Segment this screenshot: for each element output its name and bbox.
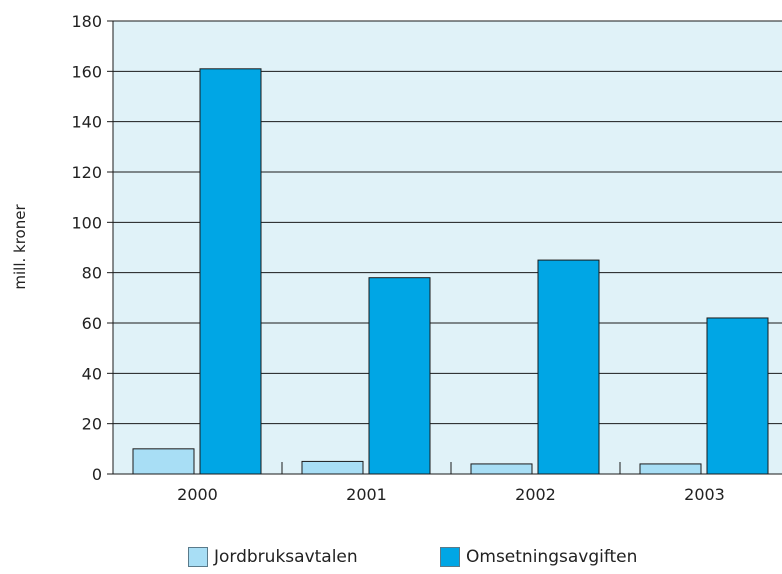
y-tick-label: 180 (71, 12, 102, 31)
legend-item-jordbruksavtalen: Jordbruksavtalen (188, 547, 358, 567)
bar-omsetningsavgiften-2001 (368, 277, 431, 475)
bar-omsetningsavgiften-2000 (199, 68, 262, 475)
bar-jordbruksavtalen-2002 (470, 463, 533, 475)
legend-item-omsetningsavgiften: Omsetningsavgiften (440, 547, 637, 567)
axes: 0 20 40 60 80 100 120 140 160 180 2000 2001 2002 2003 (71, 12, 782, 504)
y-tick-label: 20 (82, 415, 102, 434)
legend-label-omsetningsavgiften: Omsetningsavgiften (466, 547, 638, 567)
bar-jordbruksavtalen-2003 (639, 463, 702, 475)
y-tick-label: 160 (71, 62, 102, 81)
y-tick-label: 60 (82, 314, 102, 333)
y-tick-label: 100 (71, 213, 102, 232)
legend: Jordbruksavtalen Omsetningsavgiften (0, 547, 782, 573)
legend-swatch-jordbruksavtalen (188, 547, 208, 567)
y-tick-label: 80 (82, 264, 102, 283)
x-tick-label: 2002 (515, 485, 556, 504)
bars (132, 68, 769, 475)
y-axis-title: mill. kroner (11, 204, 29, 290)
x-tick-label: 2000 (177, 485, 218, 504)
y-tick-label: 120 (71, 163, 102, 182)
bar-omsetningsavgiften-2003 (706, 317, 769, 475)
y-tick-label: 40 (82, 364, 102, 383)
y-tick-label: 140 (71, 113, 102, 132)
bar-omsetningsavgiften-2002 (537, 259, 600, 475)
bar-jordbruksavtalen-2001 (301, 460, 364, 475)
legend-swatch-omsetningsavgiften (440, 547, 460, 567)
x-tick-label: 2003 (684, 485, 725, 504)
bar-jordbruksavtalen-2000 (132, 448, 195, 475)
y-tick-label: 0 (92, 465, 102, 484)
x-tick-label: 2001 (346, 485, 387, 504)
legend-label-jordbruksavtalen: Jordbruksavtalen (214, 547, 358, 567)
